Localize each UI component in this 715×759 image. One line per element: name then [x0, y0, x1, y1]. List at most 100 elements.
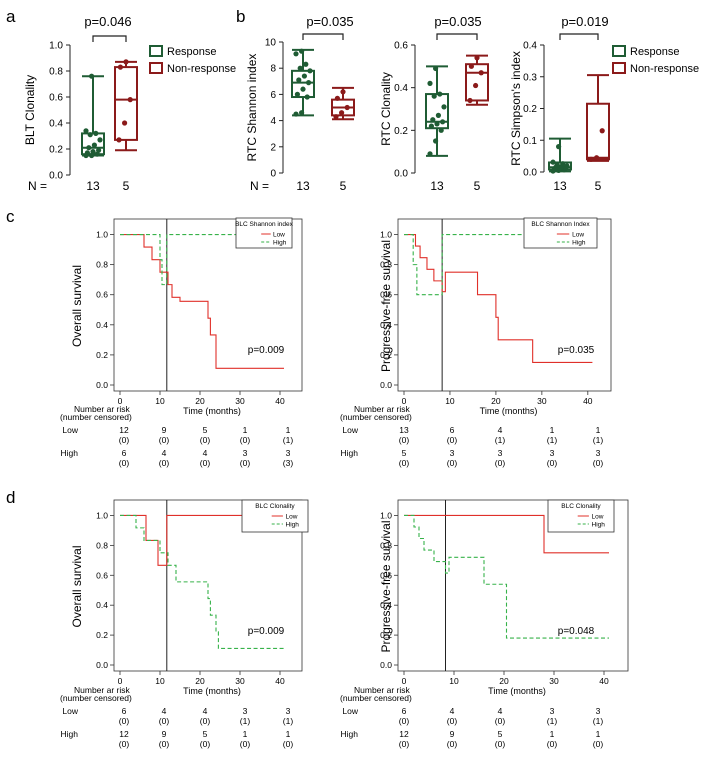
- data-point: [293, 111, 299, 117]
- data-point: [299, 110, 305, 116]
- y-tick-label: 0.2: [523, 104, 537, 115]
- y-axis-label: Progressive-free survival: [379, 520, 393, 652]
- censored-value: (0): [119, 458, 130, 468]
- risk-subheader: (number censored): [60, 412, 132, 422]
- km-chart-d1: 0.0 0.2 0.4 0.6 0.8 1.0 0 10 20 30 40 Time (months)…: [60, 499, 309, 749]
- risk-row-label: High: [61, 448, 79, 458]
- risk-header: Number ar risk: [74, 685, 130, 695]
- y-axis-label: RTC Shannon index: [245, 54, 259, 162]
- data-point: [339, 110, 345, 116]
- box-nonresponse: 5: [331, 86, 355, 193]
- km-curve-high: [120, 233, 284, 286]
- at-risk-value: 3: [550, 448, 555, 458]
- p-value: p=0.048: [558, 626, 595, 637]
- data-point: [433, 138, 439, 144]
- data-point: [594, 155, 600, 161]
- panel-letter-b: b: [236, 7, 245, 26]
- risk-row-label: Low: [342, 706, 358, 716]
- n-value: 13: [296, 179, 310, 193]
- y-axis-label: BLT Clonality: [23, 75, 37, 145]
- at-risk-value: 3: [596, 448, 601, 458]
- y-tick-label: 0.4: [96, 600, 108, 610]
- censored-value: (0): [240, 458, 251, 468]
- censored-value: (0): [200, 739, 211, 749]
- censored-value: (0): [159, 739, 170, 749]
- at-risk-value: 3: [243, 448, 248, 458]
- data-point: [127, 97, 133, 103]
- at-risk-value: 4: [203, 706, 208, 716]
- data-point: [340, 89, 346, 95]
- risk-header: Number ar risk: [354, 685, 410, 695]
- censored-value: (0): [240, 739, 251, 749]
- censored-value: (0): [119, 716, 130, 726]
- box-chart-a: 0.0 0.2 0.4 0.6 0.8 1.0 BLT Clonality p=0.046 13…: [23, 14, 138, 193]
- data-point: [344, 104, 350, 111]
- box-response: 13: [291, 48, 315, 193]
- at-risk-value: 3: [286, 706, 291, 716]
- censored-value: (0): [119, 435, 130, 445]
- y-tick-label: 0.6: [394, 41, 408, 52]
- legend-label: High: [273, 240, 287, 247]
- censored-value: (0): [593, 739, 604, 749]
- censored-value: (0): [447, 458, 458, 468]
- data-point: [441, 104, 447, 110]
- censored-value: (1): [495, 435, 506, 445]
- y-tick-label: 2: [270, 142, 276, 153]
- y-tick-label: 1.0: [96, 510, 108, 520]
- data-point: [306, 80, 312, 86]
- at-risk-value: 4: [203, 448, 208, 458]
- x-tick-label: 20: [195, 396, 205, 406]
- censored-value: (1): [283, 435, 294, 445]
- legend-swatch: [612, 45, 626, 57]
- x-axis-label: Time (months): [183, 406, 241, 416]
- x-tick-label: 10: [445, 396, 455, 406]
- risk-row-label: Low: [342, 425, 358, 435]
- censored-value: (1): [283, 716, 294, 726]
- censored-value: (0): [399, 739, 410, 749]
- km-curve-low: [404, 233, 593, 363]
- data-point: [468, 63, 474, 69]
- at-risk-value: 1: [596, 729, 601, 739]
- n-value: 13: [430, 179, 444, 193]
- data-point: [123, 59, 129, 65]
- data-point: [91, 142, 97, 148]
- iqr-box: [114, 66, 138, 141]
- x-tick-label: 10: [155, 396, 165, 406]
- risk-subheader: (number censored): [340, 412, 412, 422]
- censored-value: (0): [399, 716, 410, 726]
- plot-frame: [397, 499, 629, 672]
- data-point: [117, 64, 123, 70]
- data-point: [116, 137, 122, 143]
- x-tick-label: 10: [155, 676, 165, 686]
- at-risk-value: 6: [122, 448, 127, 458]
- data-point: [473, 82, 479, 89]
- y-tick-label: 0.0: [96, 380, 108, 390]
- p-value: p=0.009: [248, 626, 285, 637]
- censored-value: (0): [200, 435, 211, 445]
- at-risk-value: 9: [450, 729, 455, 739]
- y-axis-label: RTC Simpson's index: [509, 51, 523, 166]
- data-point: [96, 147, 102, 153]
- at-risk-value: 1: [596, 425, 601, 435]
- significance-bracket: [302, 33, 344, 40]
- y-tick-label: 1.0: [380, 510, 392, 520]
- legend-swatch: [149, 45, 163, 57]
- data-point: [437, 91, 443, 97]
- y-tick-label: 6: [270, 90, 276, 101]
- data-point: [438, 127, 444, 133]
- censored-value: (0): [495, 739, 506, 749]
- y-tick-label: 0.0: [49, 171, 63, 182]
- data-point: [333, 114, 339, 120]
- box-chart-b1: 0 2 4 6 8 10 RTC Shannon index p=0.035 13 5 N =: [245, 14, 355, 193]
- censored-value: (3): [283, 458, 294, 468]
- censored-value: (0): [200, 716, 211, 726]
- n-value: 5: [340, 179, 347, 193]
- at-risk-value: 12: [399, 729, 409, 739]
- y-tick-label: 0.0: [380, 660, 392, 670]
- p-value: p=0.046: [84, 14, 131, 29]
- data-point: [89, 152, 95, 159]
- data-point: [554, 162, 560, 168]
- x-tick-label: 40: [275, 396, 285, 406]
- at-risk-value: 3: [498, 448, 503, 458]
